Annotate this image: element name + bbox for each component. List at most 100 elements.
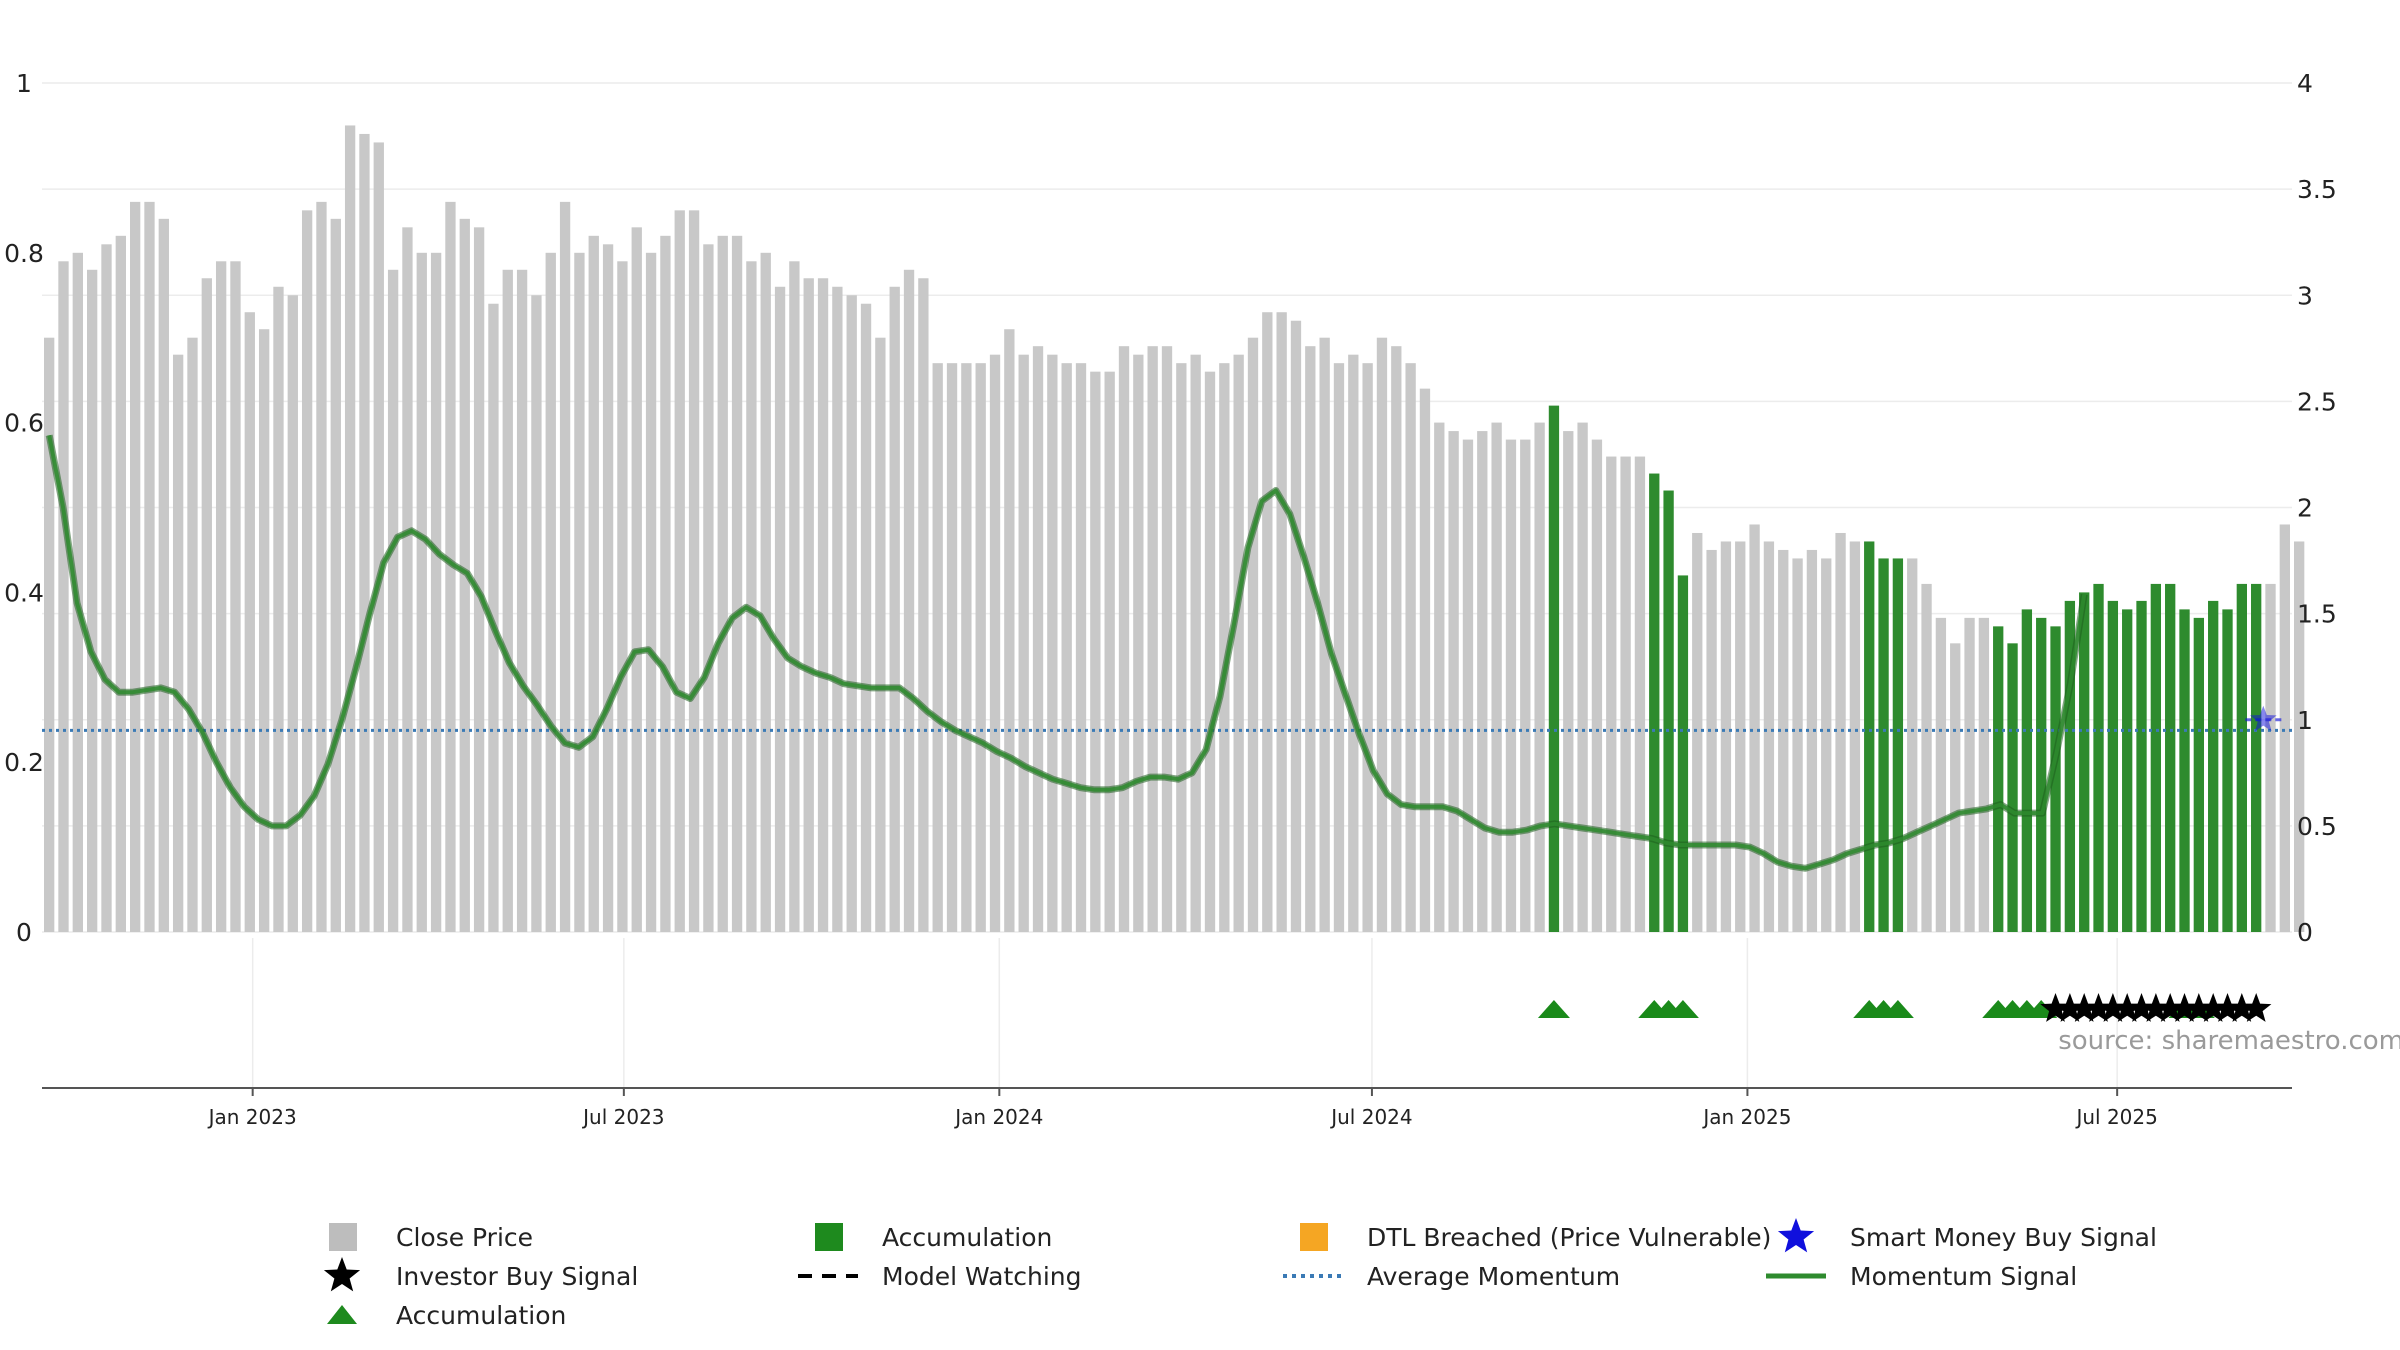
close-price-bar <box>932 363 943 932</box>
close-price-bar <box>44 337 55 932</box>
close-price-bar <box>402 227 413 932</box>
close-price-bar <box>875 337 886 932</box>
close-price-bar <box>1591 439 1603 932</box>
close-price-bar <box>1620 456 1631 932</box>
close-price-bar <box>1104 371 1115 932</box>
right-axis-ticks: 0 0.5 1 1.5 2 2.5 3 3.5 4 <box>2297 69 2337 947</box>
accumulation-bar <box>2136 600 2147 932</box>
legend-label: Model Watching <box>882 1262 1082 1291</box>
close-price-bar <box>1290 320 1302 933</box>
investor-buy-signal-star <box>2054 993 2086 1022</box>
close-price-bar <box>1606 456 1617 932</box>
legend-star-marker <box>1777 1218 1815 1253</box>
close-price-bar <box>1634 456 1646 932</box>
close-price-bar <box>1391 346 1402 932</box>
close-price-bar <box>373 142 384 932</box>
close-price-bar <box>172 354 184 932</box>
legend-item: Accumulation <box>815 1223 1052 1252</box>
smart-money-buy-signal-star <box>2250 705 2277 732</box>
accumulation-bar <box>2236 583 2247 932</box>
legend-label: Smart Money Buy Signal <box>1850 1223 2157 1252</box>
axes <box>42 1087 2292 1096</box>
close-price-bar <box>1491 422 1502 932</box>
close-price-bar <box>129 201 141 933</box>
close-price-bar <box>1577 422 1588 932</box>
legend-label: Average Momentum <box>1367 1262 1620 1291</box>
accumulation-bar <box>1649 473 1660 932</box>
right-axis-tick-label: 1 <box>2297 706 2313 735</box>
close-price-bar <box>688 210 700 933</box>
close-price-bar <box>746 261 757 932</box>
close-price-bar <box>344 125 356 932</box>
accumulation-bar <box>2208 600 2219 932</box>
investor-buy-signal-star <box>2040 993 2071 1022</box>
close-price-bar <box>760 252 771 933</box>
close-price-bar <box>230 261 241 932</box>
accumulation-bar <box>2107 600 2119 932</box>
legend-label: Momentum Signal <box>1850 1262 2077 1291</box>
close-price-bar <box>516 269 528 932</box>
legend-item: Accumulation <box>327 1301 566 1330</box>
close-price-bar <box>731 235 743 932</box>
close-price-bar <box>961 363 972 932</box>
accumulation-bar <box>1864 541 1875 932</box>
left-axis-tick-label: 0.8 <box>4 239 44 268</box>
close-price-bar <box>1563 431 1574 932</box>
right-axis-tick-label: 4 <box>2297 69 2313 98</box>
close-price-bar <box>1505 439 1517 932</box>
close-price-bar <box>1434 422 1445 932</box>
legend-square-marker <box>1300 1223 1328 1251</box>
close-price-bar <box>1792 558 1803 932</box>
close-price-bar <box>918 278 929 932</box>
accumulation-bar <box>2122 609 2133 932</box>
accumulation-bar <box>2179 609 2190 932</box>
close-price-bar <box>1821 558 1832 932</box>
investor-buy-signal-star <box>2069 993 2100 1022</box>
accumulation-bar <box>2165 583 2176 932</box>
close-price-bar <box>1419 388 1431 932</box>
close-price-bar <box>502 269 513 932</box>
close-price-bar <box>1075 363 1087 932</box>
legend-label: Accumulation <box>396 1301 566 1330</box>
close-price-bar <box>2265 583 2276 932</box>
close-price-bar <box>1219 363 1230 932</box>
close-price-bar <box>1061 363 1072 932</box>
close-price-bar <box>989 354 1001 932</box>
legend-item: Model Watching <box>798 1262 1082 1291</box>
close-price-bar <box>1305 346 1316 932</box>
close-price-bar <box>645 252 657 933</box>
legend-label: Investor Buy Signal <box>396 1262 638 1291</box>
legend: Close Price Accumulation DTL Breached (Pri… <box>323 1218 2157 1330</box>
investor-buy-signal-star <box>2226 993 2258 1022</box>
close-price-bar <box>1176 363 1187 932</box>
momentum-signal-group <box>45 434 2088 872</box>
investor-buy-signal-star <box>2097 993 2129 1022</box>
legend-item: Smart Money Buy Signal <box>1777 1218 2157 1253</box>
close-price-bar <box>703 244 714 932</box>
accumulation-bar <box>1548 405 1560 932</box>
legend-item: DTL Breached (Price Vulnerable) <box>1300 1223 1771 1252</box>
close-price-bar <box>1835 532 1846 932</box>
legend-label: DTL Breached (Price Vulnerable) <box>1367 1223 1771 1252</box>
close-price-bar <box>602 244 614 932</box>
close-price-bar <box>473 227 485 932</box>
close-price-bar <box>101 244 112 932</box>
source-label: source: sharemaestro.com <box>2058 1026 2400 1056</box>
accumulation-triangle <box>1881 1000 1914 1018</box>
left-axis-tick-label: 0.4 <box>4 578 44 607</box>
accumulation-bar <box>2093 583 2104 932</box>
legend-square-marker <box>815 1223 843 1251</box>
close-price-bar <box>1735 541 1746 932</box>
close-price-bar <box>1763 541 1775 932</box>
close-price-bar <box>115 235 126 932</box>
x-axis-tick-label: Jul 2024 <box>1329 1105 1412 1129</box>
close-price-bar <box>789 261 800 932</box>
legend-item: Momentum Signal <box>1766 1262 2077 1291</box>
close-price-bar <box>387 269 399 932</box>
close-price-bar <box>1333 363 1345 932</box>
close-price-bar <box>201 278 212 932</box>
close-price-bar <box>660 235 671 932</box>
close-price-bar <box>316 201 327 933</box>
close-price-bar <box>817 278 829 932</box>
close-price-bar <box>1032 346 1044 932</box>
